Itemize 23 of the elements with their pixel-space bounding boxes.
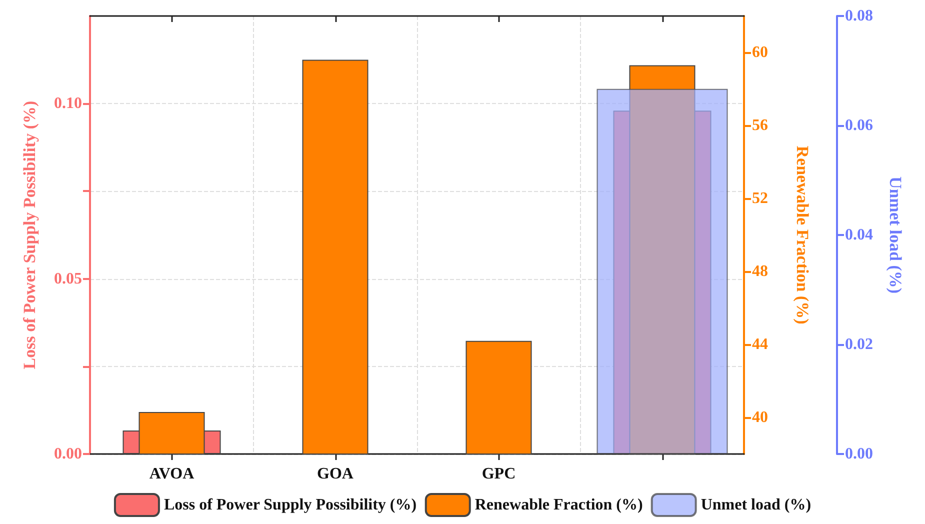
x-tick-label: AVOA — [149, 466, 195, 482]
y3-tick-label: 0.06 — [845, 117, 873, 134]
y2-tick-label: 60 — [752, 44, 768, 61]
y3-tick-label: 0.04 — [845, 226, 873, 244]
legend-label: Renewable Fraction (%) — [474, 496, 643, 514]
y2-tick-label: 44 — [752, 336, 768, 353]
y-tick-label: 0.10 — [54, 95, 82, 112]
legend-label: Unmet load (%) — [700, 496, 812, 514]
y-tick-label: 0.00 — [54, 446, 82, 462]
x-tick-label: GOA — [317, 466, 354, 482]
y3-tick-label: 0.02 — [845, 336, 873, 353]
y-tick-label: 0.05 — [54, 270, 82, 288]
y2-axis-title: Renewable Fraction (%) — [793, 146, 812, 324]
y-axis-title: Loss of Power Supply Possibility (%) — [20, 100, 39, 370]
x-tick-label: GPC — [482, 466, 516, 482]
y3-tick-label: 0.08 — [845, 8, 873, 24]
y3-axis-title: Unmet load (%) — [886, 176, 905, 294]
y2-tick-label: 56 — [752, 117, 768, 134]
legend-label: Loss of Power Supply Possibility (%) — [164, 496, 417, 514]
y2-tick-label: 40 — [752, 409, 768, 426]
y2-tick-label: 48 — [752, 263, 768, 280]
y3-tick-label: 0.00 — [845, 446, 873, 462]
y2-tick-label: 52 — [752, 190, 768, 207]
